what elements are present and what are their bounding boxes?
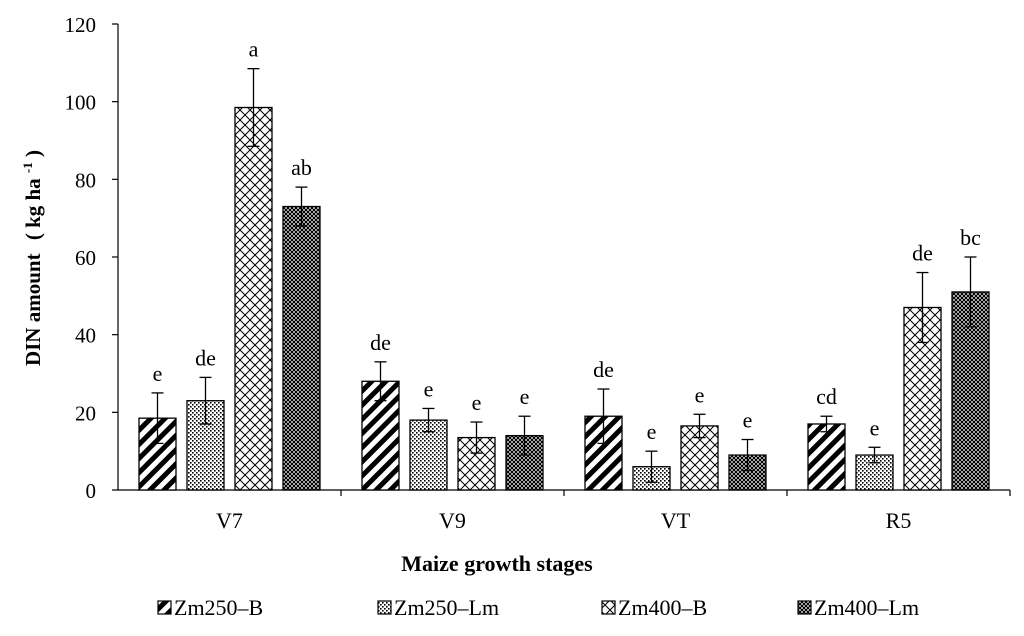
y-axis-title-unit: ( kg ha [21, 178, 45, 240]
significance-letter: e [647, 419, 657, 444]
y-tick-label: 120 [65, 13, 97, 37]
legend-label: Zm400–Lm [814, 595, 919, 620]
y-tick-label: 0 [86, 479, 97, 503]
y-tick-label: 20 [75, 401, 96, 425]
bar [807, 423, 846, 491]
significance-letter: e [520, 384, 530, 409]
legend-swatch [377, 600, 392, 615]
significance-letter: bc [960, 225, 981, 250]
significance-letter: e [743, 408, 753, 433]
legend: Zm250–B Zm250–Lm Zm400–B Zm400–Lm [157, 595, 919, 620]
x-axis-title: Maize growth stages [401, 551, 593, 576]
bar [234, 106, 273, 491]
y-tick-label: 40 [75, 324, 96, 348]
x-tick-label: V7 [216, 508, 243, 533]
significance-letter: ab [291, 155, 312, 180]
significance-letter: e [695, 382, 705, 407]
y-tick-label: 80 [75, 168, 96, 192]
y-axis-title-main: DIN amount [21, 253, 45, 366]
y-tick-label: 100 [65, 91, 97, 115]
x-tick-label: VT [661, 508, 691, 533]
legend-label: Zm250–Lm [394, 595, 499, 620]
legend-label: Zm400–B [618, 595, 707, 620]
axes: 0 20 40 60 80 100 120 V7 V9 VT R5 [65, 13, 1011, 533]
legend-label: Zm250–B [174, 595, 263, 620]
y-axis-title: DIN amount ( kg ha -1 ) [13, 150, 45, 366]
significance-letter: e [424, 376, 434, 401]
significance-letter: e [472, 390, 482, 415]
significance-letter: de [912, 241, 933, 266]
significance-letter: cd [816, 384, 837, 409]
legend-swatch [797, 600, 812, 615]
bars: e de de cd de e e e a e e de ab e e bc [138, 37, 990, 491]
legend-swatch [601, 600, 616, 615]
significance-letter: e [153, 361, 163, 386]
bar [282, 205, 321, 491]
y-axis-title-unit-sup: -1 [20, 162, 35, 173]
significance-letter: de [195, 345, 216, 370]
significance-letter: a [249, 37, 259, 62]
significance-letter: de [370, 330, 391, 355]
y-tick-label: 60 [75, 246, 96, 270]
y-axis-title-unit-close: ) [21, 150, 45, 157]
legend-swatch [157, 600, 172, 615]
svg-text:DIN amount ( kg ha: DIN amount ( kg ha -1 ) [13, 150, 45, 366]
significance-letter: de [593, 357, 614, 382]
significance-letter: e [870, 415, 880, 440]
x-tick-label: V9 [439, 508, 466, 533]
x-tick-label: R5 [886, 508, 912, 533]
